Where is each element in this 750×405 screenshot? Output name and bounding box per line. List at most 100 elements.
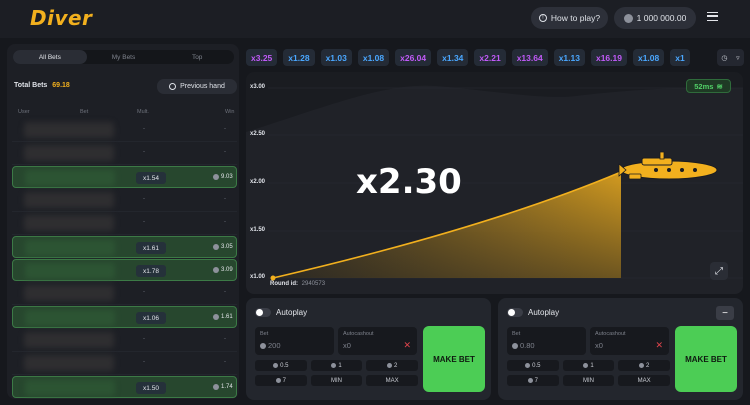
col-mult: Mult. [137,109,149,115]
row-multiplier: x1.78 [136,265,166,277]
ping-indicator: 52ms ≋ [686,79,731,93]
blurred-user-info [24,145,114,161]
hamburger-menu-icon[interactable] [707,12,718,21]
history-icon [169,83,177,90]
tab-my-bets[interactable]: My Bets [111,53,136,61]
submarine-icon [618,151,718,180]
chip-7[interactable]: 7 [255,375,307,386]
coin-icon [583,363,589,368]
bets-list: - - - - x1.54 9.03- - - - x1.61 3.05 x1.78 3.09- - x1.… [12,119,237,399]
chip-0.5[interactable]: 0.5 [255,360,307,371]
bet-row: -- [12,352,237,375]
coin-icon [527,378,533,383]
chip-max[interactable]: MAX [618,375,670,386]
bet-row: -- [12,329,237,352]
remove-panel-button[interactable]: − [716,306,734,320]
top-bar: Diver ! How to play? 1 000 000.00 [0,0,750,38]
chip-2[interactable]: 2 [366,360,418,371]
autoplay-label: Autoplay [276,308,308,317]
row-win: - [224,219,226,225]
blurred-user-info [24,332,114,348]
row-win: 1.61 [213,314,233,320]
autocashout-field[interactable]: Autocashout x0 ✕ [338,327,417,355]
y-tick: x2.50 [250,131,266,137]
row-win: - [224,196,226,202]
how-to-play-button[interactable]: ! How to play? [531,7,608,29]
balance-display: 1 000 000.00 [614,7,696,29]
multiplier-curve [272,171,622,279]
row-win: 1.74 [213,384,233,390]
row-win: 3.05 [213,244,233,250]
game-logo: Diver [30,6,93,30]
coin-icon [525,363,531,368]
row-win: 3.09 [213,267,233,273]
clear-icon[interactable]: ✕ [655,340,663,350]
autoplay-toggle[interactable] [507,308,523,317]
chip-2[interactable]: 2 [618,360,670,371]
current-multiplier: x2.30 [356,162,462,202]
coin-icon [260,342,266,349]
history-multiplier: x1 [670,49,690,66]
bet-panel-1: Autoplay Bet 200 Autocashout x0 ✕ 0.5 1 … [246,298,491,400]
multiplier-history: x3.25 x1.28 x1.03 x1.08 x26.04 x1.34 x2.21 x13.… [246,49,720,66]
coin-icon [275,378,281,383]
row-win: - [224,149,226,155]
row-multiplier: x1.50 [136,382,166,394]
bet-value: 200 [268,341,281,350]
history-multiplier: x1.28 [283,49,315,66]
autocashout-field[interactable]: Autocashout x0 ✕ [590,327,669,355]
autoplay-toggle[interactable] [255,308,271,317]
coin-icon [623,13,633,23]
clear-icon[interactable]: ✕ [403,340,411,350]
bets-panel: All Bets My Bets Top Total Bets 69.18 Pr… [7,44,239,399]
how-to-play-label: How to play? [550,13,601,23]
bet-amount-field[interactable]: Bet 0.80 [507,327,586,355]
y-tick: x1.50 [250,227,266,233]
row-win: - [224,359,226,365]
bet-row: -- [12,282,237,305]
col-bet: Bet [80,109,89,115]
total-bets-label: Total Bets [14,82,48,89]
history-multiplier: x1.03 [320,49,352,66]
quick-bet-chips: 0.5 1 2 7 MIN MAX [255,360,418,386]
row-multiplier: - [143,219,145,225]
blurred-user-info [25,310,115,326]
history-multiplier: x3.25 [246,49,278,66]
coin-icon [386,363,392,368]
coin-icon [213,384,219,390]
chip-0.5[interactable]: 0.5 [507,360,559,371]
bet-row: x1.78 3.09 [12,259,237,281]
history-multiplier: x13.64 [511,49,548,66]
chip-1[interactable]: 1 [310,360,363,371]
history-clock-icon[interactable]: ◷ [721,54,728,62]
chip-7[interactable]: 7 [507,375,559,386]
row-multiplier: - [143,196,145,202]
round-label: Round id: [270,281,298,287]
help-icon: ! [538,14,547,22]
previous-hand-button[interactable]: Previous hand [157,79,237,94]
chip-1[interactable]: 1 [562,360,615,371]
make-bet-button[interactable]: MAKE BET [423,326,485,392]
row-multiplier: - [143,336,145,342]
chip-max[interactable]: MAX [366,375,418,386]
blurred-user-info [24,285,114,301]
blurred-user-info [24,192,114,208]
fullscreen-icon[interactable]: ⤢ [710,262,728,280]
chip-min[interactable]: MIN [310,375,363,386]
curve-start-dot [270,275,276,281]
game-canvas: 52ms ≋ x3.00 x2.50 x2.00 x1.50 x1.00 x2.… [246,72,743,294]
bet-amount-field[interactable]: Bet 200 [255,327,334,355]
tab-top[interactable]: Top [191,53,203,61]
row-win: - [224,289,226,295]
chip-min[interactable]: MIN [562,375,615,386]
make-bet-button[interactable]: MAKE BET [675,326,737,392]
chevron-down-icon[interactable]: ▿ [736,54,740,62]
coin-icon [213,244,219,250]
tab-all-bets[interactable]: All Bets [13,50,87,64]
bet-row: x1.50 1.74 [12,376,237,398]
y-tick: x3.00 [250,84,266,90]
history-controls[interactable]: ◷ ▿ [717,49,744,66]
row-multiplier: x1.61 [136,242,166,254]
coin-icon [213,174,219,180]
total-bets-value: 69.18 [52,82,70,89]
